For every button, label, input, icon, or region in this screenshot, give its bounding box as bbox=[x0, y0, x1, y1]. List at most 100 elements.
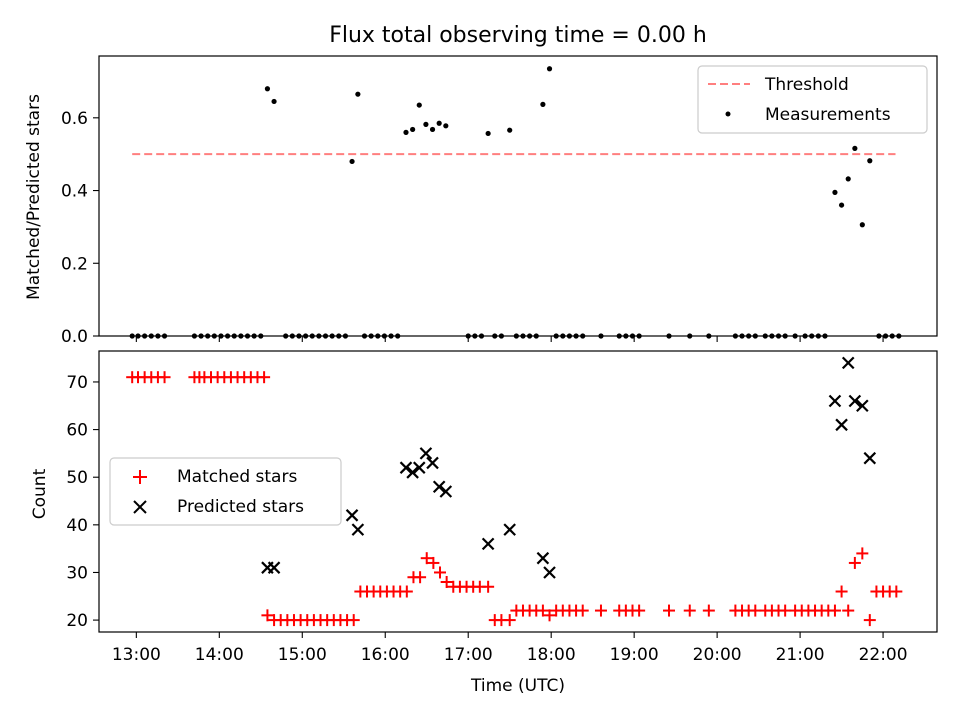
predicted-star-point bbox=[432, 480, 446, 494]
measurement-point bbox=[838, 202, 845, 208]
measurement-point bbox=[845, 176, 851, 182]
predicted-star-point bbox=[543, 566, 556, 579]
matched-star-point bbox=[842, 604, 855, 617]
measurement-point bbox=[403, 129, 409, 135]
measurement-point bbox=[355, 91, 361, 97]
bottom-legend: Matched stars Predicted stars bbox=[109, 457, 342, 526]
top-panel: Flux total observing time = 0.00 h Match… bbox=[24, 23, 938, 347]
bottom-y-tick-label: 70 bbox=[66, 373, 88, 393]
bottom-x-tick-label: 17:00 bbox=[444, 645, 493, 665]
measurement-point bbox=[546, 66, 553, 72]
threshold-legend-label: Threshold bbox=[764, 75, 849, 95]
predicted-star-point bbox=[863, 451, 877, 465]
measurement-point bbox=[485, 130, 491, 137]
bottom-y-tick-label: 20 bbox=[66, 611, 88, 631]
matched-star-point bbox=[856, 547, 869, 560]
predicted-star-point bbox=[351, 523, 365, 536]
matched-star-point bbox=[594, 604, 607, 617]
predicted-legend-swatch bbox=[133, 500, 147, 514]
matched-star-point bbox=[890, 585, 903, 598]
measurement-point bbox=[867, 158, 873, 164]
bottom-x-tick-label: 22:00 bbox=[859, 645, 908, 665]
bottom-x-tick-label: 20:00 bbox=[693, 645, 742, 665]
matched-legend-swatch bbox=[133, 470, 147, 484]
matched-star-point bbox=[420, 552, 433, 565]
matched-star-point bbox=[828, 604, 841, 617]
bottom-x-tick-label: 21:00 bbox=[776, 645, 825, 665]
measurements-legend-label: Measurements bbox=[765, 105, 891, 125]
matched-star-point bbox=[414, 571, 427, 584]
bottom-legend-box bbox=[109, 457, 342, 526]
bottom-x-tick-label: 13:00 bbox=[112, 645, 161, 665]
bottom-panel-ylabel: Count bbox=[30, 468, 50, 519]
matched-star-point bbox=[576, 604, 589, 617]
predicted-star-point bbox=[345, 509, 359, 522]
measurement-point bbox=[429, 126, 436, 133]
top-legend: Threshold Measurements bbox=[697, 65, 928, 134]
measurement-point bbox=[410, 126, 416, 133]
matched-star-point bbox=[663, 604, 676, 617]
matched-star-point bbox=[258, 371, 271, 384]
bottom-x-tick-label: 18:00 bbox=[527, 645, 576, 665]
predicted-star-point bbox=[399, 461, 413, 474]
matched-star-point bbox=[261, 609, 274, 622]
top-y-tick-label: 0.4 bbox=[61, 182, 88, 202]
predicted-star-point bbox=[536, 551, 550, 565]
matched-star-point bbox=[427, 556, 440, 569]
matched-star-point bbox=[848, 556, 861, 569]
matched-star-point bbox=[503, 614, 516, 627]
matched-star-point bbox=[158, 371, 171, 384]
top-y-ticks: 0.0 0.2 0.4 0.6 bbox=[61, 109, 99, 347]
matched-stars-points bbox=[126, 371, 903, 627]
measurement-point bbox=[507, 127, 513, 133]
bottom-x-ticks: 13:00 14:00 15:00 16:00 17:00 18:00 19:00 20:00… bbox=[112, 632, 908, 665]
matched-star-point bbox=[482, 580, 495, 593]
predicted-star-point bbox=[481, 537, 495, 551]
predicted-star-point bbox=[426, 456, 439, 470]
bottom-y-tick-label: 40 bbox=[66, 516, 88, 536]
predicted-star-point bbox=[841, 356, 855, 370]
bottom-x-tick-label: 19:00 bbox=[610, 645, 659, 665]
predicted-stars-points bbox=[261, 356, 877, 579]
predicted-star-point bbox=[412, 461, 426, 474]
bottom-panel: Count Time (UTC) 13:00 14:00 15:00 16:00 17:… bbox=[30, 350, 938, 696]
measurements-legend-swatch bbox=[725, 111, 731, 117]
predicted-star-point bbox=[856, 399, 869, 413]
matched-star-point bbox=[400, 585, 413, 598]
top-panel-ylabel: Matched/Predicted stars bbox=[24, 94, 44, 300]
bottom-y-tick-label: 30 bbox=[66, 563, 88, 583]
measurement-point bbox=[264, 86, 271, 92]
matched-star-point bbox=[440, 575, 453, 588]
matched-legend-label: Matched stars bbox=[177, 467, 297, 487]
bottom-y-ticks: 20 30 40 50 60 70 bbox=[66, 373, 99, 631]
matched-star-point bbox=[683, 604, 696, 617]
matched-star-point bbox=[347, 614, 360, 627]
bottom-plot-frame bbox=[98, 350, 938, 633]
bottom-x-tick-label: 15:00 bbox=[278, 645, 327, 665]
bottom-y-tick-label: 50 bbox=[66, 468, 88, 488]
measurement-point bbox=[416, 102, 422, 108]
predicted-star-point bbox=[419, 447, 433, 460]
top-y-tick-label: 0.6 bbox=[61, 109, 88, 129]
bottom-y-tick-label: 60 bbox=[66, 421, 88, 441]
top-plot-frame bbox=[98, 55, 938, 337]
predicted-star-point bbox=[406, 466, 419, 479]
measurement-point bbox=[859, 222, 865, 228]
measurement-point bbox=[423, 121, 429, 127]
measurement-point bbox=[832, 189, 838, 195]
matched-star-point bbox=[863, 614, 876, 627]
predicted-star-point bbox=[267, 561, 281, 574]
bottom-x-tick-label: 14:00 bbox=[195, 645, 244, 665]
top-panel-title: Flux total observing time = 0.00 h bbox=[329, 23, 707, 48]
predicted-star-point bbox=[828, 394, 842, 408]
measurement-point bbox=[271, 98, 277, 105]
top-x-ticks bbox=[135, 336, 884, 342]
predicted-legend-label: Predicted stars bbox=[177, 497, 304, 517]
predicted-star-point bbox=[835, 418, 848, 432]
measurement-point bbox=[443, 123, 449, 129]
measurement-point bbox=[349, 158, 355, 165]
predicted-star-point bbox=[848, 394, 862, 408]
matched-star-point bbox=[434, 566, 447, 579]
measurements-points bbox=[129, 66, 902, 339]
